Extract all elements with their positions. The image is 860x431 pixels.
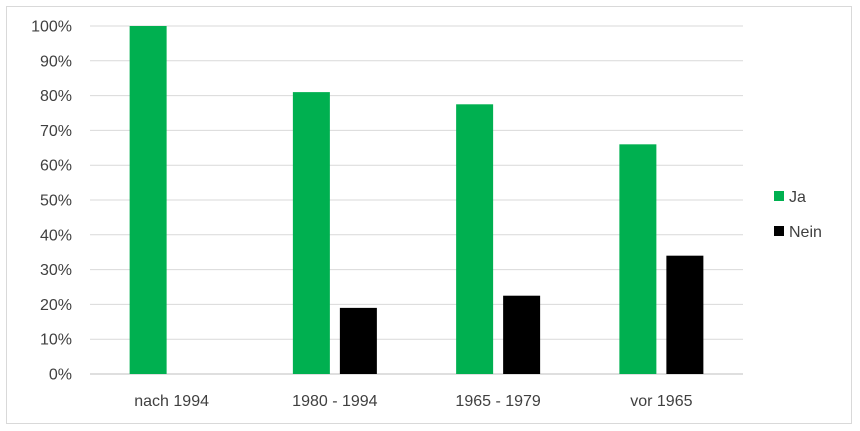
bar-ja — [292, 92, 330, 375]
x-tick-label: nach 1994 — [134, 393, 209, 410]
legend-swatch-nein — [774, 226, 784, 236]
y-tick-label: 80% — [40, 88, 72, 105]
legend-swatch-ja — [774, 191, 784, 201]
x-tick-label: vor 1965 — [630, 393, 692, 410]
y-tick-label: 10% — [40, 332, 72, 349]
y-tick-label: 40% — [40, 227, 72, 244]
bar-ja — [129, 26, 167, 374]
y-tick-label: 60% — [40, 158, 72, 175]
legend-label-ja: Ja — [789, 189, 806, 206]
y-tick-label: 50% — [40, 193, 72, 210]
bar-ja — [456, 104, 494, 375]
x-tick-label: 1980 - 1994 — [292, 393, 378, 410]
y-tick-label: 30% — [40, 262, 72, 279]
legend-label-nein: Nein — [789, 224, 822, 241]
bar-nein — [503, 295, 541, 374]
legend: Ja Nein — [774, 189, 822, 241]
y-tick-label: 90% — [40, 53, 72, 70]
x-tick-label: 1965 - 1979 — [455, 393, 541, 410]
y-tick-label: 20% — [40, 297, 72, 314]
bars — [129, 26, 704, 375]
y-tick-label: 100% — [31, 19, 72, 36]
bar-ja — [619, 144, 657, 374]
x-axis: nach 1994 1980 - 1994 1965 - 1979 vor 1965 — [134, 393, 692, 410]
y-axis: 0% 10% 20% 30% 40% 50% 60% 70% 80% 90% 100% — [31, 19, 72, 384]
bar-nein — [339, 307, 377, 374]
bar-nein — [666, 255, 704, 374]
y-tick-label: 70% — [40, 123, 72, 140]
y-tick-label: 0% — [49, 367, 72, 384]
